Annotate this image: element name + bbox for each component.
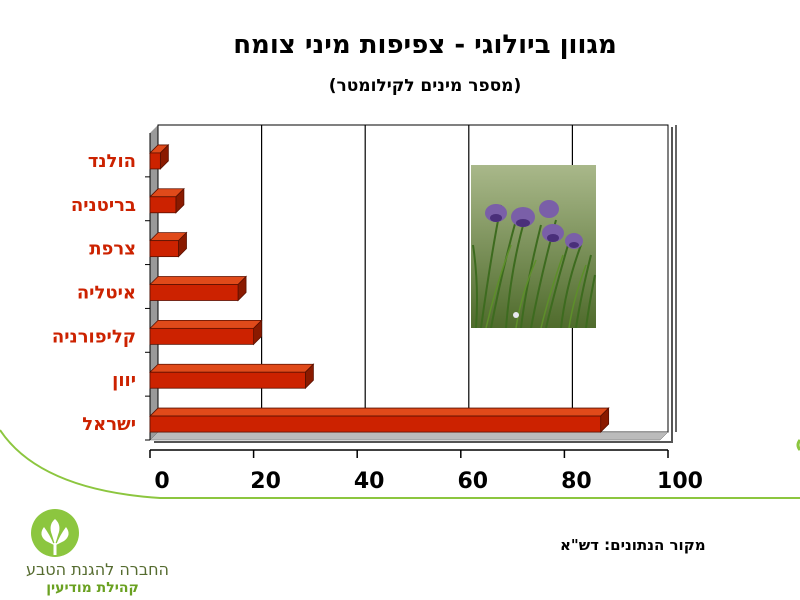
category-label: צרפת: [89, 239, 136, 260]
plot-floor: [149, 431, 669, 441]
category-label: איטליה: [77, 283, 136, 304]
bar-top: [149, 407, 610, 417]
organization-logo: [31, 509, 79, 557]
bar-top: [149, 319, 263, 329]
bar: [149, 240, 179, 258]
category-label: בריטניה: [71, 195, 136, 216]
chart-title: מגוון ביולוגי - צפיפות מיני צומח: [233, 30, 617, 60]
x-tick-label: 0: [154, 469, 169, 494]
bar: [149, 196, 177, 214]
org-name: החברה להגנת הטבע: [26, 560, 169, 579]
category-label: ישראל: [82, 414, 136, 435]
x-tick-label: 100: [657, 469, 703, 494]
bar-top: [149, 363, 315, 373]
org-branch: קהילת מודיעין: [46, 580, 139, 596]
bar: [149, 152, 161, 170]
bar: [149, 415, 602, 433]
category-label: הולנד: [88, 151, 136, 172]
data-source-note: מקור הנתונים: דש"א: [560, 536, 706, 554]
bar: [149, 371, 306, 389]
x-tick-label: 40: [354, 469, 385, 494]
bar: [149, 327, 254, 345]
x-tick-label: 20: [250, 469, 281, 494]
x-tick-label: 80: [561, 469, 592, 494]
x-tick-label: 60: [457, 469, 488, 494]
category-label: קליפורניה: [52, 326, 136, 347]
category-label: יוון: [112, 370, 136, 391]
bar-top: [149, 276, 248, 285]
iris-photo: [471, 165, 596, 328]
bar: [149, 284, 239, 301]
chart-subtitle: (מספר מינים לקילומטר): [328, 76, 522, 96]
plot-frame-shadow: [154, 127, 673, 443]
